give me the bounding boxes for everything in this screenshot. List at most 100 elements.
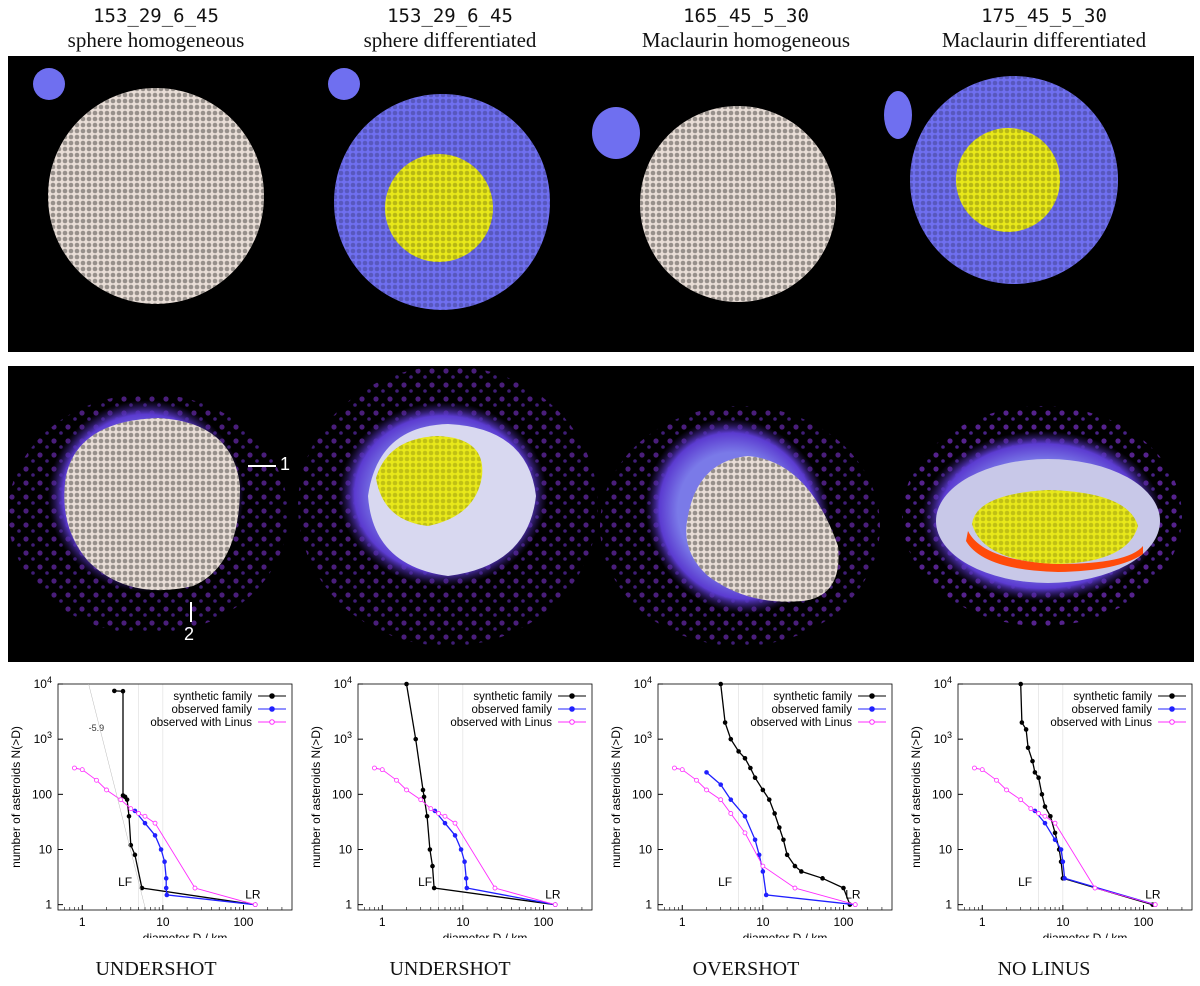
data-point — [1062, 876, 1067, 881]
simulation-code-label: 175_45_5_30 — [981, 5, 1107, 27]
plot-frame — [657, 683, 893, 911]
data-point — [420, 787, 426, 793]
lr-annotation: LR — [245, 888, 261, 902]
data-point — [1019, 720, 1025, 725]
data-point — [722, 720, 728, 725]
x-tick-label: 10 — [1056, 915, 1070, 929]
legend-label: observed family — [1071, 704, 1152, 716]
x-tick-label: 1 — [379, 915, 386, 929]
data-point — [742, 755, 748, 761]
data-point — [760, 787, 766, 793]
y-tick-exponent: 3 — [347, 730, 352, 740]
initial-state-strip — [8, 56, 1194, 352]
x-tick-label: 100 — [833, 915, 853, 929]
legend-marker — [869, 719, 875, 725]
verdict-label-4: NO LINUS — [997, 958, 1091, 980]
y-tick-label: 104 — [334, 675, 352, 691]
data-point — [430, 863, 435, 869]
plot-frame — [957, 683, 1193, 911]
data-point — [728, 736, 734, 742]
y-tick-exponent: 3 — [47, 730, 52, 740]
x-tick-label: 1 — [79, 915, 86, 929]
y-tick-label: 1 — [945, 898, 952, 912]
data-point — [718, 681, 724, 687]
legend-label: observed family — [171, 704, 252, 716]
legend-marker — [269, 719, 275, 725]
data-point — [379, 767, 385, 773]
series-line — [114, 690, 256, 906]
data-point — [1152, 902, 1158, 908]
data-point — [404, 681, 409, 687]
y-tick-label: 10 — [939, 842, 953, 856]
data-point — [1004, 787, 1009, 793]
data-point — [552, 902, 558, 908]
data-point — [163, 885, 169, 891]
data-point — [1036, 775, 1041, 781]
legend-label: synthetic family — [1073, 691, 1152, 703]
data-point — [458, 847, 464, 852]
data-point — [132, 852, 138, 858]
legend-label: observed with Linus — [1050, 717, 1152, 729]
simulation-code-label: 165_45_5_30 — [683, 5, 809, 27]
y-axis-label: number of asteroids N(>D) — [9, 726, 23, 868]
data-point — [1042, 813, 1048, 819]
data-point — [492, 885, 498, 891]
data-point — [452, 833, 458, 838]
legend-marker — [869, 693, 875, 699]
data-point — [112, 688, 117, 694]
y-tick-exponent: 4 — [947, 675, 952, 685]
data-point — [994, 777, 999, 783]
y-tick-label: 10 — [339, 842, 353, 856]
data-point — [799, 869, 804, 874]
y-tick-exponent: 3 — [647, 730, 652, 740]
data-point — [760, 863, 766, 869]
data-point — [162, 859, 167, 865]
data-point — [1030, 758, 1035, 764]
data-point — [252, 902, 258, 908]
data-point — [979, 767, 985, 773]
data-point — [792, 863, 798, 869]
data-point — [1042, 820, 1048, 826]
data-point — [718, 782, 724, 787]
data-point — [777, 825, 782, 830]
y-tick-label: 100 — [932, 787, 952, 801]
data-point — [462, 859, 467, 865]
y-tick-label: 1 — [645, 898, 652, 912]
sfd-chart-4: 1 10 100 1 10 100 103 104 diameter D / km number … — [909, 675, 1193, 938]
data-point — [94, 777, 99, 783]
legend-label: observed with Linus — [150, 717, 252, 729]
sfd-chart-3: 1 10 100 1 10 100 103 104 diameter D / km number … — [609, 675, 893, 938]
legend-marker — [1169, 693, 1175, 699]
data-point — [442, 813, 448, 819]
y-tick-label: 100 — [632, 787, 652, 801]
y-tick-label: 10 — [639, 842, 653, 856]
impactor-sphere — [592, 107, 640, 159]
plot-frame — [357, 683, 593, 911]
data-point — [748, 765, 753, 771]
legend-label: synthetic family — [473, 691, 552, 703]
data-point — [1028, 806, 1034, 812]
post-impact-svg — [8, 366, 1182, 646]
data-point — [442, 820, 448, 826]
data-point — [766, 797, 772, 802]
data-point — [820, 876, 825, 881]
data-point — [394, 777, 399, 783]
data-point — [1036, 811, 1042, 816]
data-point — [679, 767, 685, 773]
lf-annotation: LF — [1018, 875, 1032, 889]
x-tick-label: 1 — [679, 915, 686, 929]
data-point — [718, 797, 724, 803]
y-axis-label: number of asteroids N(>D) — [609, 726, 623, 868]
series-line — [720, 683, 851, 905]
data-point — [126, 813, 132, 819]
verdict-label-3: OVERSHOT — [692, 958, 800, 980]
data-point — [784, 852, 790, 858]
data-point — [428, 806, 434, 812]
data-point — [431, 885, 437, 891]
data-point — [104, 787, 109, 793]
data-point — [728, 797, 734, 802]
legend-label: observed family — [471, 704, 552, 716]
slope-annotation: -5.9 — [89, 723, 105, 733]
column-heading-2: 153_29_6_45 sphere differentiated — [302, 4, 598, 52]
legend-label: observed family — [771, 704, 852, 716]
